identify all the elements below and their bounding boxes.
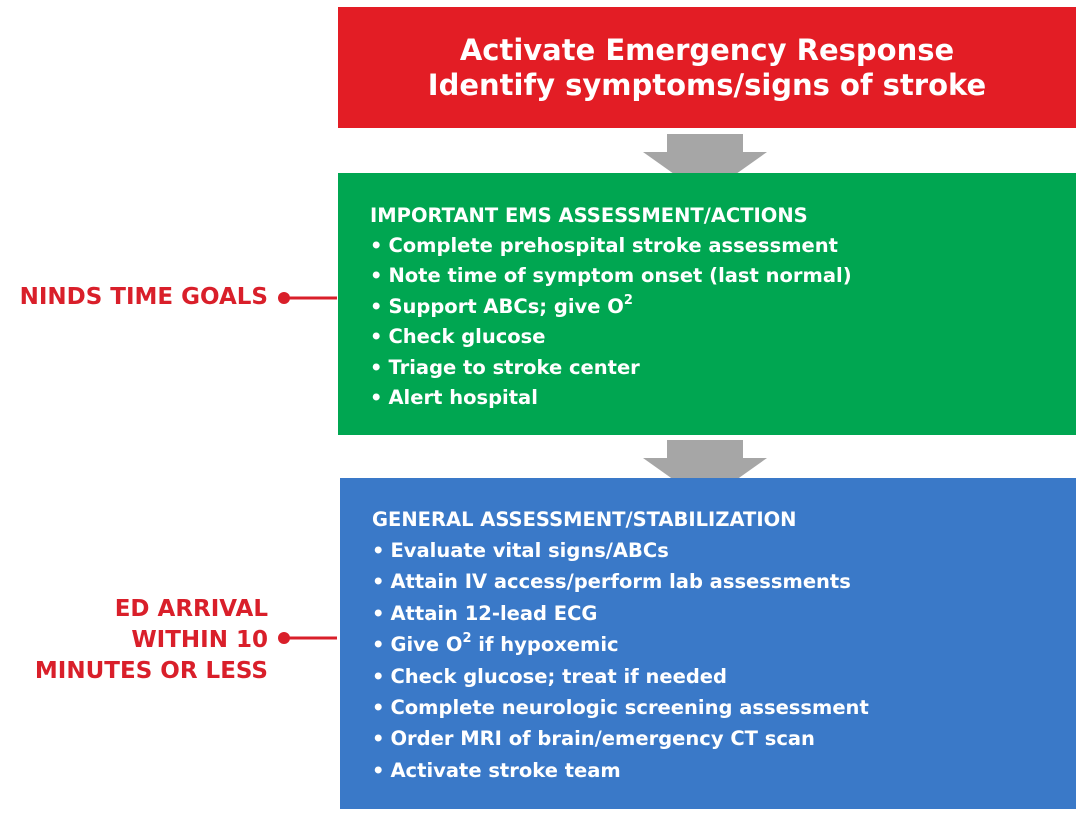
list-item-text: Activate stroke team: [390, 758, 621, 782]
general-assessment-box: GENERAL ASSESSMENT/STABILIZATION • Evalua…: [340, 478, 1076, 809]
list-item-text: Triage to stroke center: [388, 355, 640, 379]
connector-dot-icon: [278, 632, 337, 644]
ems-actions-list: • Complete prehospital stroke assessment •…: [370, 231, 1076, 413]
ems-assessment-title: IMPORTANT EMS ASSESSMENT/ACTIONS: [370, 204, 808, 227]
bullet-icon: •: [372, 601, 385, 625]
bullet-icon: •: [370, 294, 383, 318]
list-item-text: Attain 12-lead ECG: [390, 601, 598, 625]
ed-arrival-label: ED ARRIVAL WITHIN 10 MINUTES OR LESS: [35, 594, 268, 687]
red-box-line-2: Identify symptoms/signs of stroke: [427, 67, 987, 102]
activate-response-box: Activate Emergency Response Identify sym…: [338, 7, 1076, 128]
subscript-number: 2: [623, 292, 633, 308]
list-item-text: Evaluate vital signs/ABCs: [390, 539, 669, 562]
bullet-icon: •: [372, 758, 385, 782]
list-item-text: Give O: [390, 633, 463, 657]
list-item: • Order MRI of brain/emergency CT scan: [372, 723, 1076, 754]
bullet-icon: •: [370, 325, 383, 349]
ed-arrival-line-1: ED ARRIVAL: [114, 596, 268, 622]
list-item: • Attain 12-lead ECG: [372, 598, 1076, 629]
list-item-text: Alert hospital: [388, 386, 538, 410]
ninds-time-goals-label: NINDS TIME GOALS: [20, 282, 268, 313]
list-item: • Complete prehospital stroke assessment: [370, 231, 1076, 261]
list-item-text: Complete prehospital stroke assessment: [388, 234, 838, 257]
stabilization-actions-list: • Evaluate vital signs/ABCs • Attain IV acc…: [372, 535, 1076, 786]
down-arrow-icon: [643, 134, 767, 196]
subscript-number: 2: [462, 631, 472, 647]
bullet-icon: •: [370, 386, 383, 410]
bullet-icon: •: [372, 570, 385, 594]
list-item: • Complete neurologic screening assessmen…: [372, 692, 1076, 723]
bullet-icon: •: [372, 664, 385, 688]
bullet-icon: •: [370, 234, 383, 257]
list-item-text: Order MRI of brain/emergency CT scan: [390, 727, 815, 751]
ed-arrival-line-2: WITHIN 10: [131, 627, 268, 653]
bullet-icon: •: [372, 633, 385, 657]
bullet-icon: •: [372, 539, 385, 562]
bullet-icon: •: [370, 264, 383, 288]
general-assessment-title: GENERAL ASSESSMENT/STABILIZATION: [372, 508, 797, 531]
list-item-text: Support ABCs; give O: [388, 294, 624, 318]
list-item: • Check glucose; treat if needed: [372, 661, 1076, 692]
list-item: • Alert hospital: [370, 383, 1076, 413]
ed-arrival-line-3: MINUTES OR LESS: [34, 658, 268, 684]
ninds-label-line: NINDS TIME GOALS: [19, 284, 268, 310]
list-item: • Give O2 if hypoxemic: [372, 629, 1076, 660]
list-item: • Triage to stroke center: [370, 353, 1076, 383]
list-item: • Check glucose: [370, 322, 1076, 352]
bullet-icon: •: [370, 355, 383, 379]
list-item-text: Note time of symptom onset (last normal): [388, 264, 852, 288]
list-item: • Attain IV access/perform lab assessment…: [372, 566, 1076, 597]
list-item: • Note time of symptom onset (last normal…: [370, 261, 1076, 291]
list-item: • Support ABCs; give O2: [370, 292, 1076, 322]
red-box-line-1: Activate Emergency Response: [459, 32, 955, 67]
ems-assessment-box: IMPORTANT EMS ASSESSMENT/ACTIONS • Comple…: [338, 173, 1076, 435]
list-item-text: Check glucose; treat if needed: [390, 664, 727, 688]
list-item-text: Complete neurologic screening assessment: [390, 696, 869, 720]
list-item-text: Attain IV access/perform lab assessments: [390, 570, 851, 594]
bullet-icon: •: [372, 727, 385, 751]
list-item-text: Check glucose: [388, 325, 546, 349]
bullet-icon: •: [372, 696, 385, 720]
connector-dot-icon: [278, 292, 337, 304]
list-item: • Evaluate vital signs/ABCs: [372, 535, 1076, 566]
list-item: • Activate stroke team: [372, 755, 1076, 786]
list-item-text-suffix: if hypoxemic: [471, 633, 619, 657]
down-arrow-icon: [643, 440, 767, 502]
